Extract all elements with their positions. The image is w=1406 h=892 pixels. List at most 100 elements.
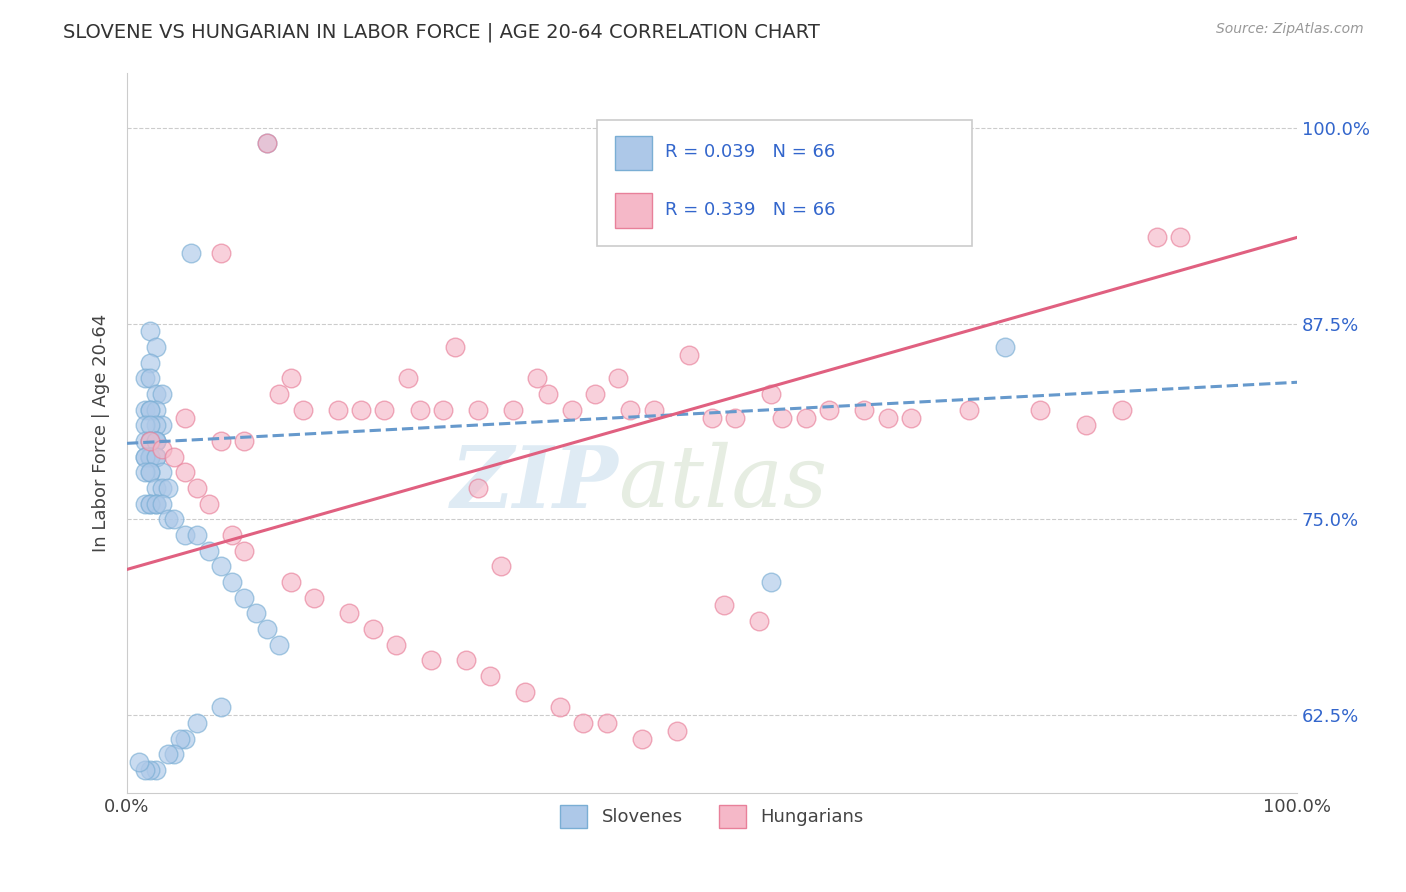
Point xyxy=(478,669,501,683)
Point xyxy=(150,481,173,495)
Point xyxy=(139,450,162,464)
Point xyxy=(174,731,197,746)
Point xyxy=(139,434,162,448)
FancyBboxPatch shape xyxy=(598,120,972,246)
Point xyxy=(139,763,162,777)
Point xyxy=(145,450,167,464)
Bar xyxy=(614,136,652,170)
Point xyxy=(583,387,606,401)
Point xyxy=(150,442,173,456)
Point xyxy=(337,607,360,621)
Point xyxy=(134,402,156,417)
Point xyxy=(302,591,325,605)
Point xyxy=(186,715,208,730)
Point xyxy=(150,466,173,480)
Point xyxy=(373,402,395,417)
Point xyxy=(957,402,980,417)
Point xyxy=(408,402,430,417)
Point xyxy=(163,512,186,526)
Point xyxy=(221,574,243,589)
Point xyxy=(139,434,162,448)
Point xyxy=(502,402,524,417)
Point xyxy=(139,450,162,464)
Point xyxy=(139,356,162,370)
Point xyxy=(139,450,162,464)
Point xyxy=(361,622,384,636)
Point xyxy=(186,481,208,495)
Point xyxy=(156,481,179,495)
Point xyxy=(145,434,167,448)
Point xyxy=(139,402,162,417)
Point xyxy=(467,481,489,495)
Point xyxy=(139,466,162,480)
Point xyxy=(713,599,735,613)
Point xyxy=(145,402,167,417)
Point xyxy=(145,763,167,777)
Point xyxy=(134,450,156,464)
Point xyxy=(233,543,256,558)
Point xyxy=(561,402,583,417)
Point xyxy=(770,410,793,425)
Point xyxy=(420,653,443,667)
Point xyxy=(128,755,150,769)
Point xyxy=(678,348,700,362)
Point xyxy=(1076,418,1098,433)
Point xyxy=(139,402,162,417)
Text: R = 0.039   N = 66: R = 0.039 N = 66 xyxy=(665,144,835,161)
Point xyxy=(853,402,876,417)
Point xyxy=(174,528,197,542)
Point xyxy=(145,450,167,464)
Point xyxy=(134,466,156,480)
Point xyxy=(724,410,747,425)
Point xyxy=(139,418,162,433)
Y-axis label: In Labor Force | Age 20-64: In Labor Force | Age 20-64 xyxy=(93,314,110,552)
Point xyxy=(269,638,291,652)
Point xyxy=(467,402,489,417)
Point xyxy=(396,371,419,385)
Point xyxy=(150,387,173,401)
Point xyxy=(291,402,314,417)
Text: atlas: atlas xyxy=(619,442,828,524)
Text: SLOVENE VS HUNGARIAN IN LABOR FORCE | AGE 20-64 CORRELATION CHART: SLOVENE VS HUNGARIAN IN LABOR FORCE | AG… xyxy=(63,22,820,42)
Point xyxy=(145,497,167,511)
Point xyxy=(619,402,641,417)
Point xyxy=(526,371,548,385)
Point xyxy=(209,434,232,448)
Point xyxy=(150,497,173,511)
Point xyxy=(169,731,191,746)
Point xyxy=(256,622,278,636)
Point xyxy=(145,434,167,448)
Point xyxy=(818,402,841,417)
Bar xyxy=(614,194,652,227)
Point xyxy=(432,402,454,417)
Point xyxy=(233,434,256,448)
Point xyxy=(759,574,782,589)
Point xyxy=(643,402,665,417)
Point xyxy=(280,371,302,385)
Point xyxy=(156,747,179,762)
Point xyxy=(513,684,536,698)
Point xyxy=(665,723,688,738)
Point xyxy=(145,387,167,401)
Point xyxy=(269,387,291,401)
Point xyxy=(198,497,221,511)
Point xyxy=(156,512,179,526)
Point xyxy=(759,387,782,401)
Point xyxy=(993,340,1015,354)
Point xyxy=(209,559,232,574)
Point xyxy=(134,434,156,448)
Text: Source: ZipAtlas.com: Source: ZipAtlas.com xyxy=(1216,22,1364,37)
Point xyxy=(596,715,619,730)
Point xyxy=(280,574,302,589)
Point xyxy=(145,340,167,354)
Point xyxy=(221,528,243,542)
Text: R = 0.339   N = 66: R = 0.339 N = 66 xyxy=(665,201,835,219)
Point xyxy=(186,528,208,542)
Point xyxy=(180,246,202,260)
Point xyxy=(145,434,167,448)
Point xyxy=(443,340,465,354)
Point xyxy=(163,450,186,464)
Point xyxy=(233,591,256,605)
Point xyxy=(139,324,162,338)
Point xyxy=(1028,402,1050,417)
